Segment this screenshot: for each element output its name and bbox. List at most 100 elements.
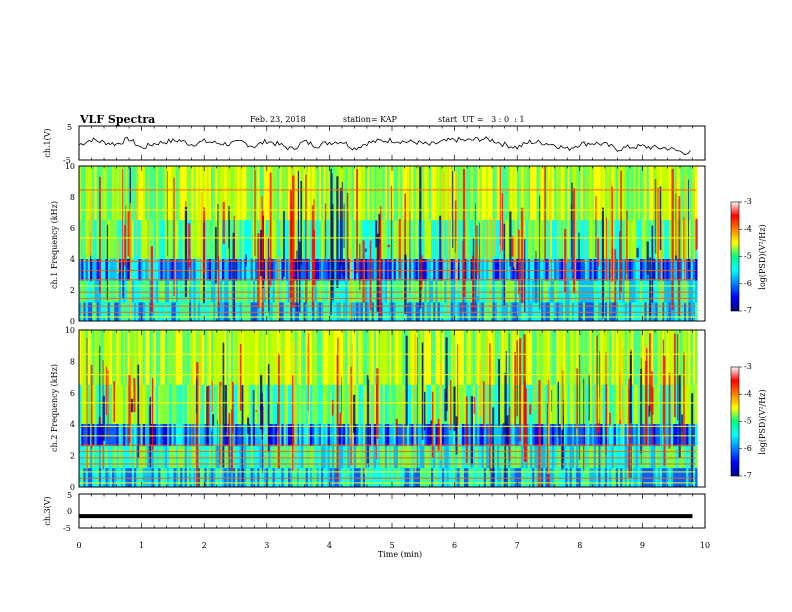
spec-cell bbox=[142, 330, 146, 385]
spec-cell bbox=[587, 330, 590, 385]
spec-cell bbox=[497, 166, 500, 221]
spec-cell bbox=[516, 330, 520, 385]
spec-cell bbox=[530, 259, 533, 281]
spec-cell bbox=[589, 384, 592, 425]
spec-cell bbox=[536, 330, 540, 385]
spec-cell bbox=[310, 280, 313, 303]
spec-cell bbox=[655, 384, 658, 425]
spec-cell bbox=[695, 468, 698, 487]
spec-cell bbox=[162, 280, 166, 303]
spec-cell bbox=[505, 330, 509, 385]
spec-cell bbox=[466, 280, 469, 303]
spec-cell bbox=[527, 330, 531, 385]
spec-cell bbox=[360, 259, 364, 281]
spec-cell bbox=[435, 384, 438, 425]
spec-streak bbox=[247, 417, 250, 434]
spec-cell bbox=[112, 280, 115, 303]
spec-cell bbox=[252, 166, 256, 221]
spec-cell bbox=[422, 330, 425, 385]
spec-cell bbox=[604, 166, 608, 221]
spec-cell bbox=[81, 384, 84, 425]
spec-cell bbox=[679, 330, 683, 385]
spec-cell bbox=[206, 166, 210, 221]
spec-streak bbox=[280, 199, 282, 250]
spec-cell bbox=[153, 166, 157, 221]
spec-streak bbox=[622, 409, 623, 437]
spec-streak bbox=[220, 385, 223, 478]
spec-cell bbox=[182, 384, 185, 425]
spec-streak bbox=[228, 421, 230, 456]
spec-cell bbox=[666, 166, 669, 221]
spec-cell bbox=[127, 259, 130, 281]
spec-cell bbox=[593, 166, 597, 221]
spec-cell bbox=[261, 166, 265, 221]
spec-cell bbox=[453, 166, 456, 221]
spec-cell bbox=[571, 384, 575, 425]
spec-cell bbox=[92, 330, 95, 385]
spec-cell bbox=[197, 166, 201, 221]
spec-cell bbox=[101, 166, 104, 221]
spec-cell bbox=[624, 166, 628, 221]
spec-streak bbox=[364, 391, 366, 475]
spec-cell bbox=[138, 166, 141, 221]
spec-streak bbox=[102, 395, 105, 441]
spec-streak bbox=[660, 222, 663, 321]
spec-cell bbox=[255, 280, 258, 303]
spec-cell bbox=[112, 259, 115, 281]
spec-cell bbox=[235, 384, 238, 425]
spec-cell bbox=[303, 330, 306, 385]
spec-cell bbox=[307, 330, 311, 385]
spec-cell bbox=[580, 220, 584, 260]
spec-cell bbox=[600, 166, 603, 221]
spec-cell bbox=[402, 220, 405, 260]
spec-cell bbox=[626, 280, 630, 303]
spec-cell bbox=[323, 280, 326, 303]
spec-cell bbox=[686, 220, 689, 260]
spec-cell bbox=[112, 220, 115, 260]
spec-cell bbox=[395, 280, 399, 303]
spec-cell bbox=[125, 384, 128, 425]
spec-cell bbox=[250, 330, 254, 385]
spec-cell bbox=[486, 220, 489, 260]
spec-cell bbox=[558, 330, 562, 385]
spec-cell bbox=[142, 166, 146, 221]
spec-cell bbox=[409, 166, 412, 221]
spec-cell bbox=[83, 166, 86, 221]
spec-streak bbox=[260, 230, 262, 277]
spec-streak bbox=[511, 236, 514, 257]
spec-streak bbox=[588, 373, 590, 421]
spec-cell bbox=[690, 166, 694, 221]
spec-cell bbox=[490, 259, 493, 281]
spec-cell bbox=[629, 166, 632, 221]
spec-cell bbox=[596, 166, 599, 221]
spec-cell bbox=[191, 220, 194, 260]
spec-cell bbox=[505, 259, 509, 281]
spec-cell bbox=[657, 166, 661, 221]
spec-cell bbox=[492, 166, 496, 221]
spec-cell bbox=[175, 166, 179, 221]
spec-cell bbox=[303, 166, 306, 221]
spec-cell bbox=[301, 259, 304, 281]
spec-cell bbox=[503, 330, 507, 385]
spec-cell bbox=[193, 259, 196, 281]
spec-cell bbox=[532, 384, 535, 425]
spec-cell bbox=[565, 220, 568, 260]
spec-streak bbox=[673, 333, 676, 418]
spec-cell bbox=[257, 330, 260, 385]
spec-cell bbox=[679, 384, 683, 425]
spec-streak bbox=[514, 235, 517, 269]
xtick-label: 0 bbox=[76, 541, 81, 550]
spec-cell bbox=[107, 330, 111, 385]
spec-cell bbox=[120, 259, 124, 281]
spec-cell bbox=[167, 259, 170, 281]
spec-cell bbox=[435, 220, 438, 260]
spec-cell bbox=[402, 259, 405, 281]
spec-cell bbox=[142, 280, 146, 303]
spec-cell bbox=[679, 259, 683, 281]
spec-cell bbox=[479, 280, 482, 303]
spec-cell bbox=[420, 330, 423, 385]
spec-cell bbox=[345, 330, 348, 385]
spec-cell bbox=[475, 280, 478, 303]
spec-cell bbox=[314, 259, 317, 281]
spec-line bbox=[79, 402, 696, 404]
